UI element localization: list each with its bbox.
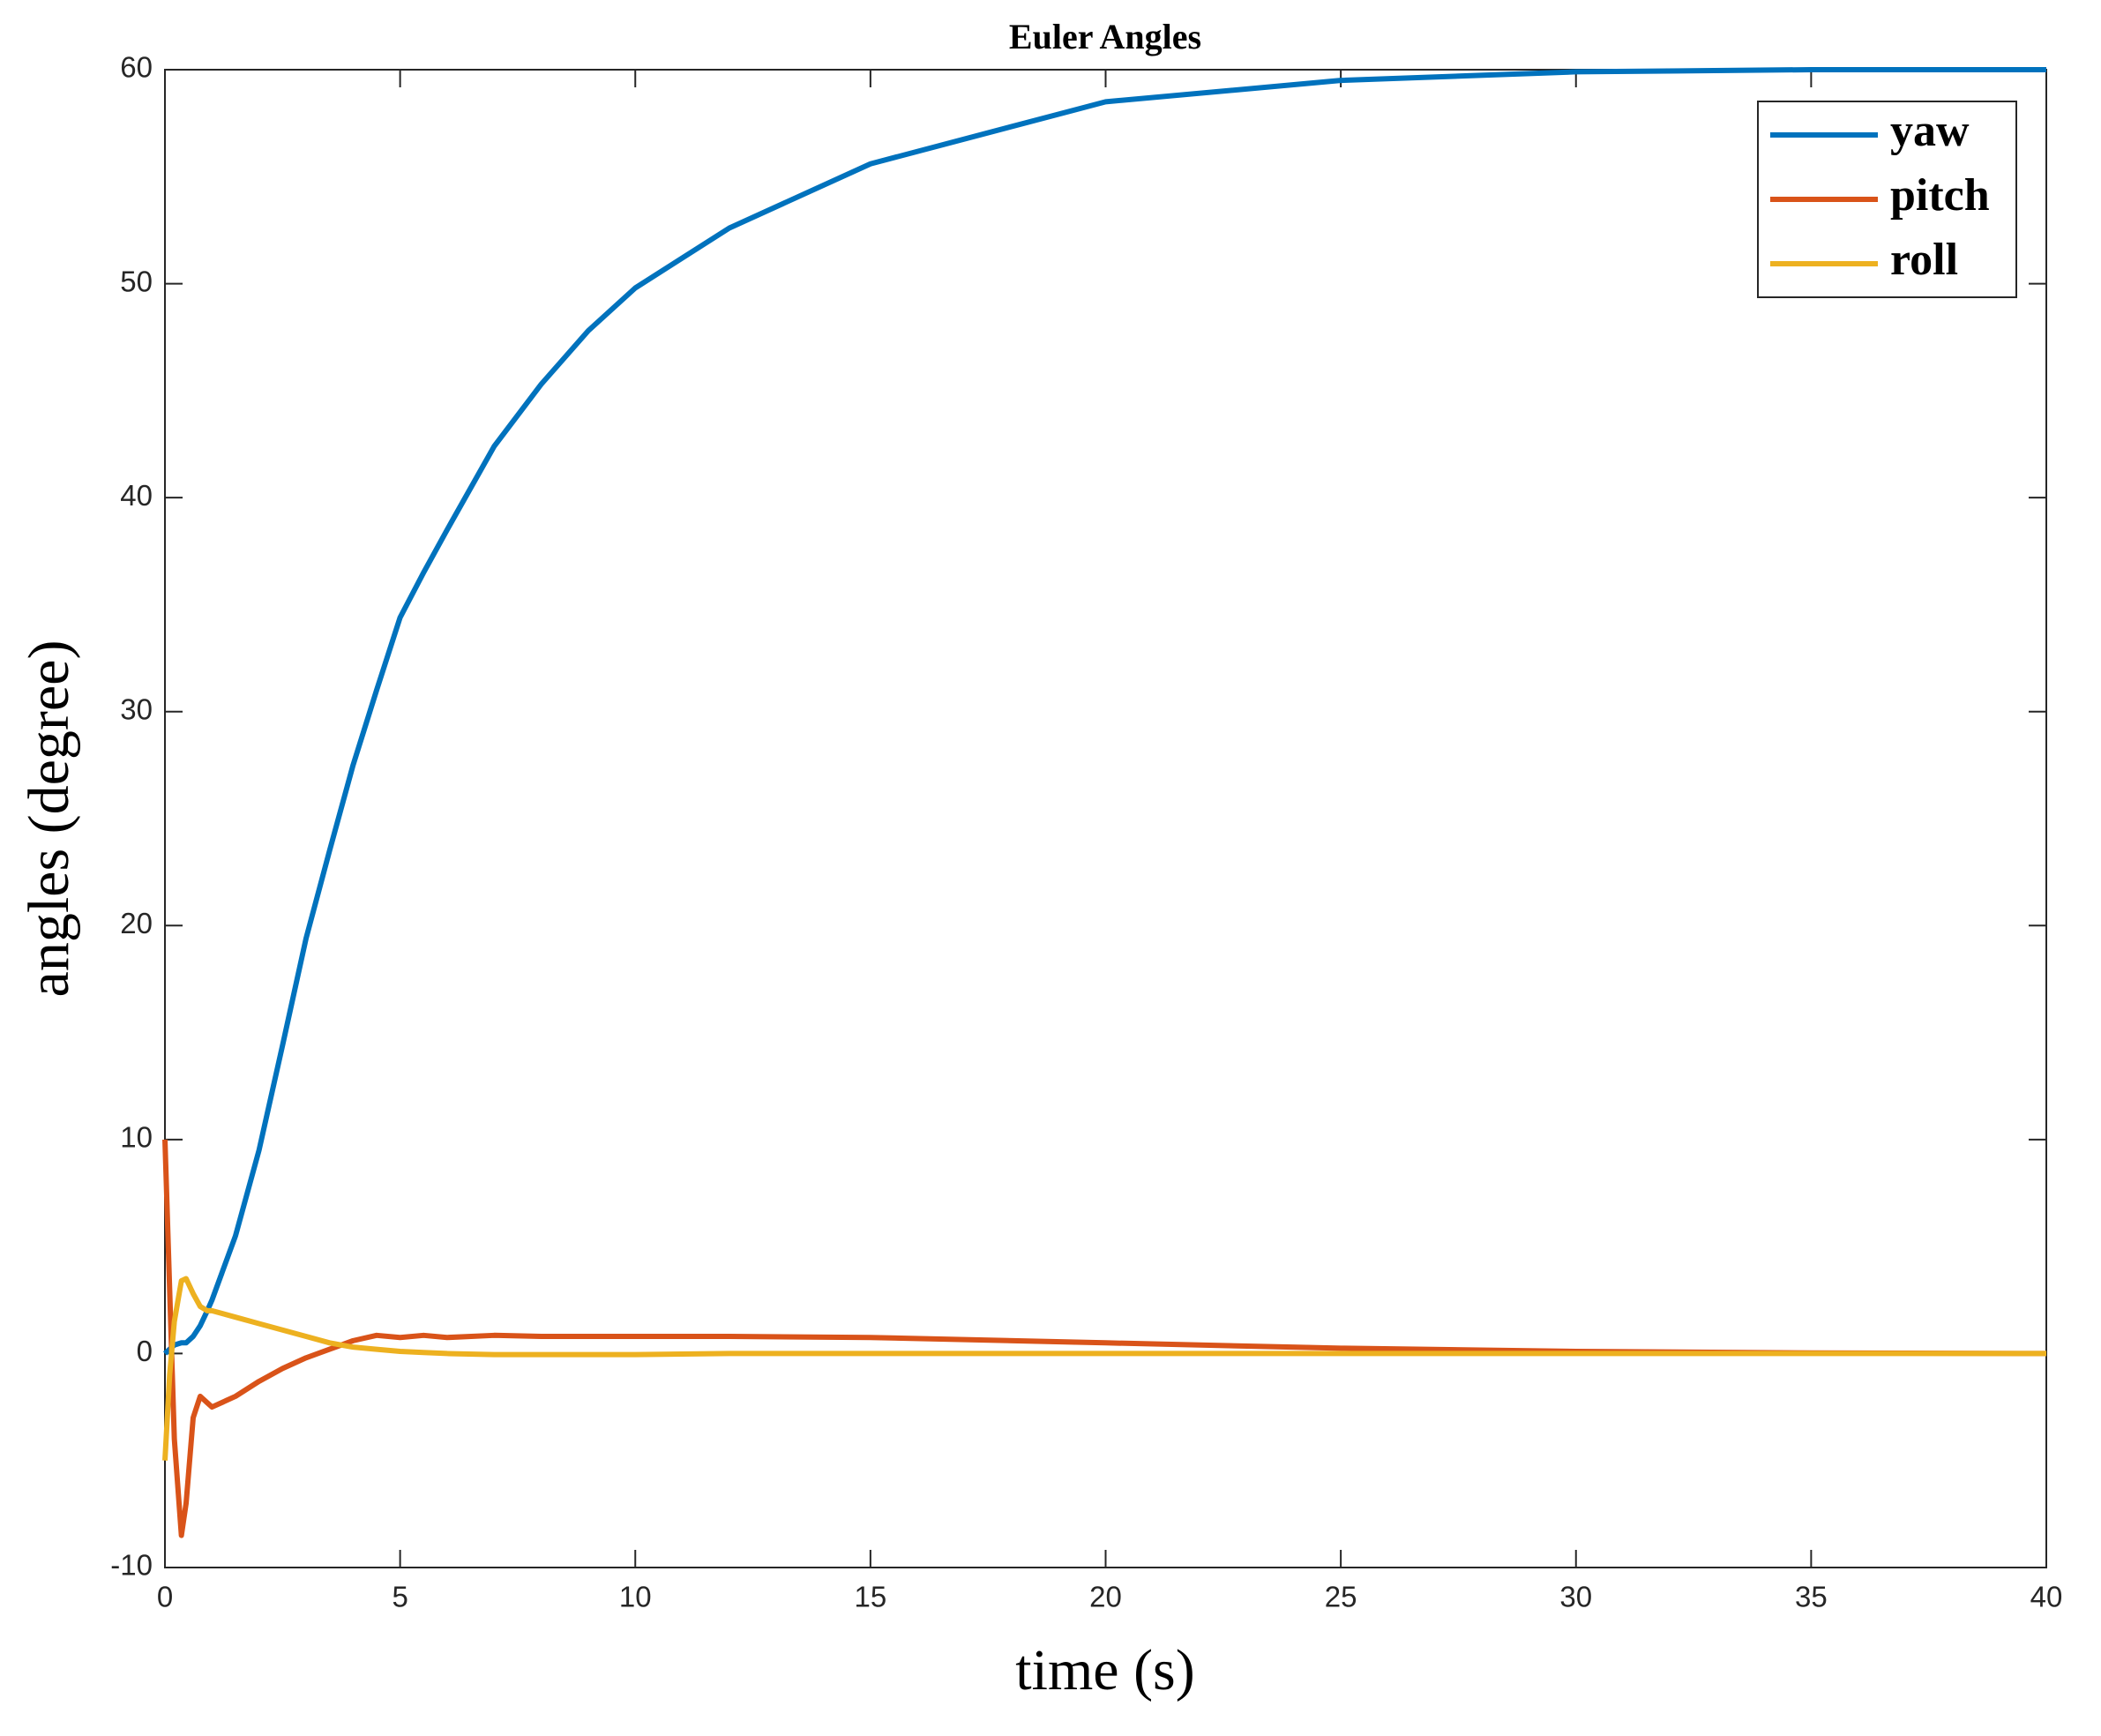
- series-line: [162, 1139, 2047, 1538]
- x-tick-label: 15: [855, 1581, 887, 1613]
- legend-label: roll: [1890, 235, 1958, 285]
- x-tick-label: 30: [1559, 1581, 1592, 1613]
- legend-label: yaw: [1890, 106, 1970, 156]
- x-tick-label: 10: [619, 1581, 652, 1613]
- x-axis-label: time (s): [1015, 1638, 1194, 1702]
- y-tick-label: 60: [120, 51, 153, 84]
- y-tick-label: 40: [120, 479, 153, 512]
- x-tick-label: 0: [157, 1581, 173, 1613]
- y-tick-label: 10: [120, 1121, 153, 1154]
- x-tick-label: 5: [392, 1581, 407, 1613]
- legend-label: pitch: [1890, 170, 1990, 221]
- series-line: [162, 1276, 2046, 1461]
- plot-area: [164, 69, 2047, 1568]
- y-tick-label: 50: [120, 265, 153, 297]
- series-line: [162, 67, 2046, 1356]
- y-tick-label: 20: [120, 907, 153, 939]
- y-tick-label: -10: [110, 1549, 153, 1582]
- chart-title: Euler Angles: [1009, 17, 1201, 56]
- x-tick-label: 40: [2030, 1581, 2063, 1613]
- x-tick-label: 35: [1795, 1581, 1828, 1613]
- x-tick-label: 20: [1089, 1581, 1122, 1613]
- x-tick-label: 25: [1325, 1581, 1357, 1613]
- y-tick-label: 0: [137, 1335, 153, 1367]
- y-tick-label: 30: [120, 692, 153, 725]
- y-axis-label: angles (degree): [17, 640, 81, 998]
